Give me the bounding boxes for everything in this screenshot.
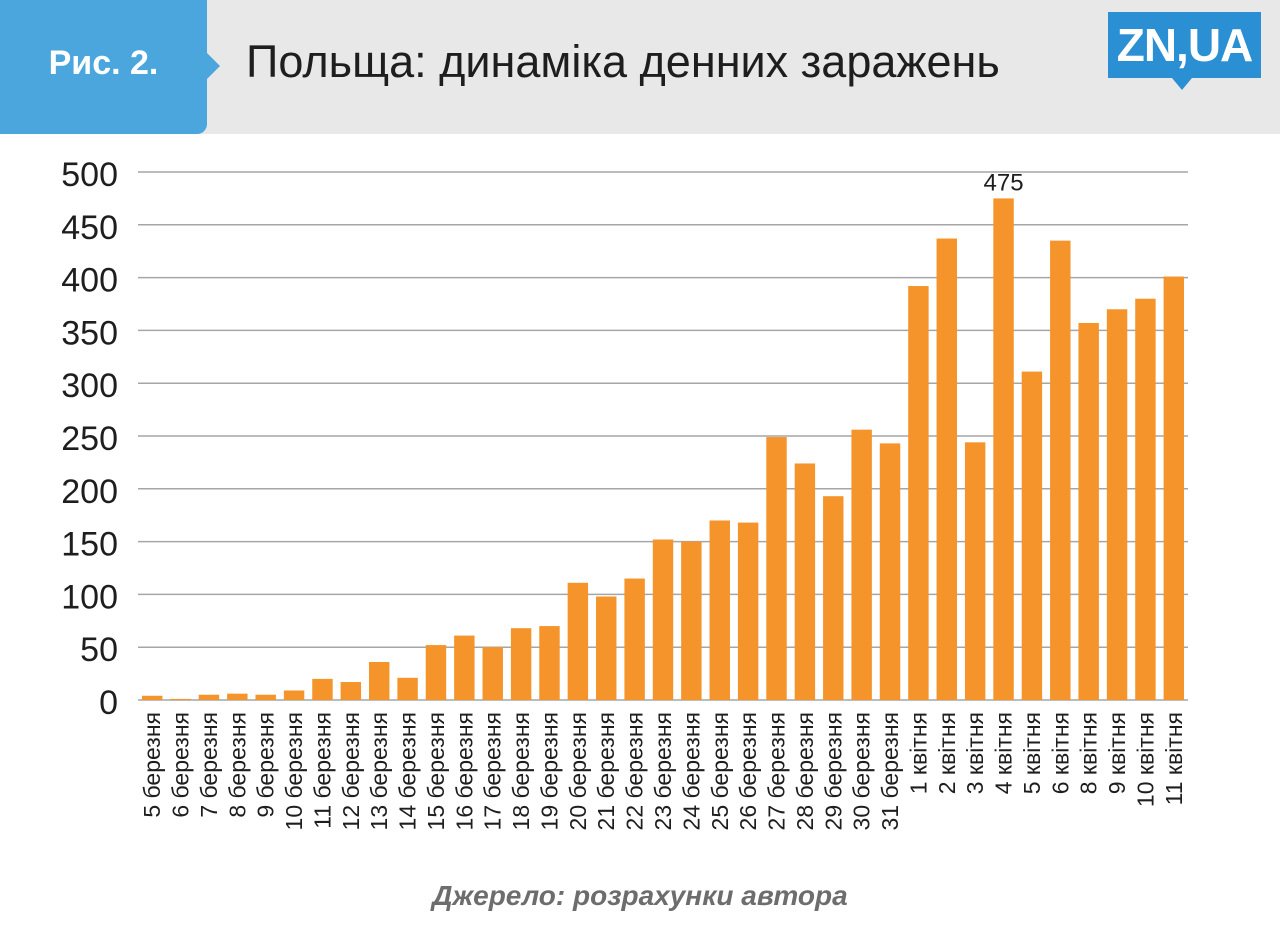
- bar: [340, 682, 362, 700]
- logo: ZN,UA: [1108, 12, 1261, 90]
- bar: [227, 693, 248, 700]
- x-tick-label: 24 березня: [678, 712, 704, 830]
- bar: [170, 698, 191, 700]
- x-tick-label: 27 березня: [764, 712, 790, 830]
- bar: [454, 635, 475, 700]
- x-tick-label: 7 березня: [196, 712, 222, 818]
- x-tick-label: 21 березня: [593, 712, 619, 830]
- x-tick-label: 23 березня: [650, 712, 676, 830]
- bar: [1050, 240, 1071, 700]
- bar: [879, 443, 901, 700]
- y-tick-label: 100: [61, 578, 118, 616]
- x-tick-label: 28 березня: [792, 712, 818, 830]
- bar: [624, 578, 645, 700]
- x-tick-label: 8 березня: [224, 712, 250, 818]
- y-tick-label: 0: [99, 684, 118, 722]
- bar: [823, 496, 844, 700]
- y-tick-label: 200: [61, 473, 118, 511]
- x-tick-label: 29 березня: [820, 712, 846, 830]
- bar: [1078, 323, 1099, 700]
- x-tick-label: 16 березня: [451, 712, 477, 830]
- bar: [255, 694, 276, 700]
- bar: [482, 647, 503, 700]
- x-tick-label: 11 березня: [309, 712, 335, 829]
- bar: [766, 437, 787, 700]
- y-tick-label: 300: [61, 367, 118, 405]
- header-bar: Рис. 2. Польща: динаміка денних заражень…: [0, 0, 1280, 134]
- chart-title: Польща: динаміка денних заражень: [246, 36, 1000, 87]
- bar: [397, 677, 418, 700]
- y-tick-label: 50: [80, 631, 118, 669]
- x-tick-label: 10 квітня: [1132, 712, 1158, 807]
- data-label: 475: [984, 169, 1024, 196]
- bar: [1021, 371, 1043, 700]
- x-tick-label: 19 березня: [536, 712, 562, 830]
- y-tick-label: 450: [61, 209, 118, 247]
- x-tick-label: 13 березня: [366, 712, 392, 830]
- x-tick-label: 1 квітня: [905, 712, 931, 794]
- logo-text: ZN,UA: [1116, 19, 1254, 71]
- bar: [737, 522, 759, 700]
- bar: [369, 661, 390, 700]
- x-tick-label: 11 квітня: [1161, 712, 1187, 805]
- bar: [567, 582, 589, 700]
- bar: [596, 596, 617, 700]
- x-tick-label: 25 березня: [707, 712, 733, 830]
- x-tick-label: 6 березня: [168, 712, 194, 818]
- x-tick-label: 12 березня: [338, 712, 364, 830]
- bar: [1163, 276, 1185, 700]
- x-tick-label: 5 березня: [139, 712, 165, 818]
- bar: [510, 628, 532, 700]
- x-tick-label: 26 березня: [735, 712, 761, 830]
- bar: [198, 694, 220, 700]
- bar: [993, 198, 1014, 700]
- bar: [908, 286, 929, 700]
- bar: [709, 520, 730, 700]
- bar: [936, 238, 957, 700]
- bar: [425, 645, 447, 700]
- bar: [851, 429, 872, 700]
- bar: [141, 695, 163, 700]
- x-tick-label: 15 березня: [423, 712, 449, 830]
- x-tick-label: 22 березня: [622, 712, 648, 830]
- x-tick-label: 14 березня: [395, 712, 421, 830]
- x-tick-label: 3 квітня: [962, 712, 988, 794]
- x-tick-label: 2 квітня: [934, 712, 960, 794]
- x-tick-label: 18 березня: [508, 712, 534, 830]
- bar: [312, 678, 333, 700]
- y-tick-label: 150: [61, 526, 118, 564]
- bar: [539, 626, 560, 700]
- x-tick-label: 17 березня: [480, 712, 506, 830]
- x-tick-label: 9 квітня: [1104, 712, 1130, 794]
- x-tick-label: 31 березня: [877, 712, 903, 830]
- y-tick-label: 250: [61, 420, 118, 458]
- y-tick-label: 350: [61, 314, 118, 352]
- source-note: Джерело: розрахунки автора: [432, 880, 848, 911]
- figure-tab: Рис. 2.: [0, 0, 220, 134]
- x-tick-label: 6 квітня: [1047, 712, 1073, 794]
- bar: [794, 463, 816, 700]
- bar: [283, 690, 305, 700]
- y-tick-label: 400: [61, 262, 118, 300]
- x-tick-label: 5 квітня: [1019, 712, 1045, 794]
- x-tick-label: 10 березня: [281, 712, 307, 830]
- x-tick-label: 20 березня: [565, 712, 591, 830]
- bar: [681, 541, 702, 700]
- y-tick-label: 500: [61, 156, 118, 194]
- x-tick-label: 30 березня: [849, 712, 875, 830]
- bar: [964, 442, 986, 700]
- bar: [1135, 298, 1156, 700]
- x-tick-label: 4 квітня: [991, 712, 1017, 794]
- bar: [1106, 309, 1128, 700]
- bar-chart: 0 50 100 150 200 250 300 350 400 450 500 5 березня…: [61, 156, 1188, 830]
- bar: [652, 539, 674, 700]
- figure-label: Рис. 2.: [48, 44, 159, 82]
- x-tick-label: 9 березня: [253, 712, 279, 818]
- x-tick-label: 8 квітня: [1076, 712, 1102, 794]
